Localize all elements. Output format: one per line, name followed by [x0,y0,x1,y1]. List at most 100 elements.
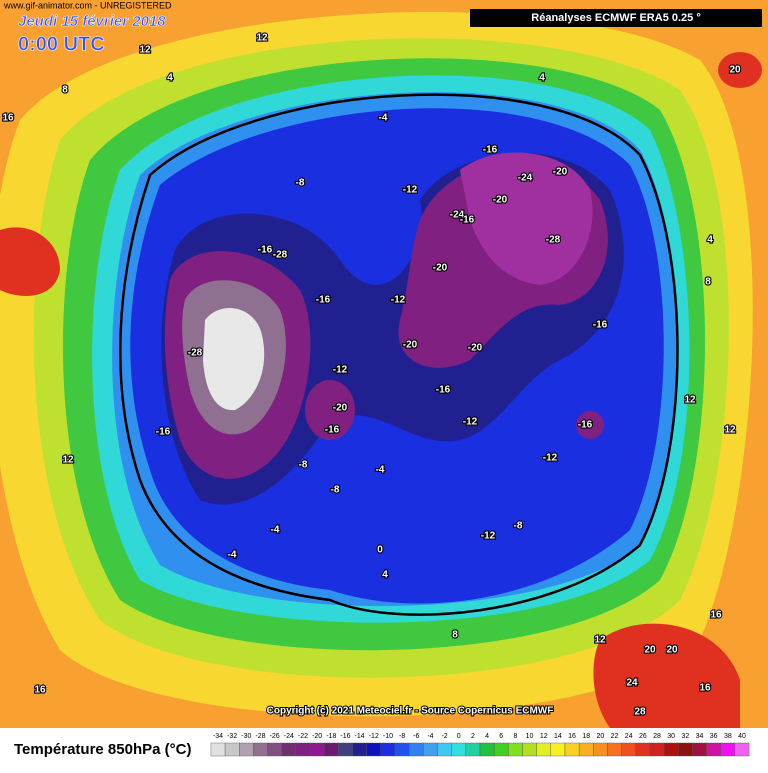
time-label: 0:00 UTC [18,33,105,55]
colorbar-swatch [210,742,226,757]
colorbar-swatch [451,742,467,757]
contour-label: -12 [391,295,406,306]
colorbar-tick-label: 34 [696,733,704,740]
colorbar-swatch [720,742,736,757]
colorbar-tick-label: -14 [355,733,365,740]
colorbar-swatch [493,742,509,757]
colorbar-tick-label: -26 [270,733,280,740]
colorbar-swatch [408,742,424,757]
colorbar-swatch [692,742,707,757]
colorbar-tick-label: 30 [667,733,675,740]
contour-label: 8 [62,85,68,96]
colorbar-swatch [508,742,523,757]
colorbar-tick-label: 24 [625,733,633,740]
contour-label: 16 [2,113,14,124]
colorbar-tick-label: -10 [383,733,393,740]
contour-label: -4 [379,113,388,124]
contour-label: 12 [594,635,606,646]
colorbar-swatch [324,742,339,757]
colorbar-tick-label: 16 [568,733,576,740]
colorbar-tick-label: 14 [554,733,562,740]
contour-label: 16 [34,685,46,696]
contour-label: -16 [483,145,498,156]
contour-label: -8 [296,178,305,189]
colorbar-tick-label: -32 [227,733,237,740]
colorbar-tick-label: -30 [241,733,251,740]
colorbar-swatch [394,742,410,757]
colorbar-tick-label: -34 [213,733,223,740]
contour-label: -12 [403,185,418,196]
contour-label: -20 [493,195,508,206]
colorbar-swatch [649,742,665,757]
contour-label: -20 [553,167,568,178]
contour-label: 24 [626,678,638,689]
colorbar-swatch [578,742,594,757]
colorbar-swatch [564,742,580,757]
contour-label: -20 [468,343,483,354]
contour-label: -12 [463,417,478,428]
colorbar-swatch [593,742,608,757]
contour-label: 12 [139,45,151,56]
colorbar-tick-label: 18 [582,733,590,740]
contour-label: -28 [188,348,203,359]
colorbar-swatch [663,742,679,757]
contour-label: 12 [62,455,74,466]
colorbar-swatch [678,742,693,757]
colorbar-swatch [734,742,750,757]
colorbar-swatch [479,742,495,757]
contour-label: -28 [273,250,288,261]
contour-label: -8 [514,521,523,532]
colorbar-swatch [465,742,481,757]
colorbar-swatch [366,742,382,757]
colorbar-tick-label: 22 [611,733,619,740]
white-core [203,308,265,411]
contour-label: -8 [299,460,308,471]
contour-label: 16 [710,610,722,621]
contour-label: 28 [634,707,646,718]
colorbar-tick-label: 20 [596,733,604,740]
contour-label: -16 [460,215,475,226]
colorbar-tick-label: -4 [427,733,433,740]
contour-label: -24 [450,210,465,221]
legend-title: Température 850hPa (°C) [14,741,191,758]
contour-label: -20 [333,403,348,414]
colorbar: -34 -32 -30 -28 -26 -24 -22 -20 -18 -16 -14 -12 -10-… [210,733,750,757]
colorbar-swatch [706,742,721,757]
colorbar-tick-label: -2 [441,733,447,740]
colorbar-tick-label: -6 [413,733,419,740]
zero-isotherm [119,93,679,616]
contour-label: -28 [546,235,561,246]
contour-label: -16 [258,245,273,256]
colorbar-swatch [635,742,651,757]
colorbar-tick-label: -24 [284,733,294,740]
contour-label: 20 [729,65,741,76]
contour-label: -12 [481,531,496,542]
magenta-east [460,152,593,285]
warm-south [593,623,740,728]
contour-label: -20 [433,263,448,274]
colorbar-swatch [522,742,537,757]
colorbar-swatch [536,742,552,757]
contour-label: -20 [403,340,418,351]
colorbar-swatch [380,742,396,757]
contour-label: -8 [331,485,340,496]
contour-label: 4 [707,235,713,246]
colorbar-tick-label: 10 [526,733,534,740]
source-label: Réanalyses ECMWF ERA5 0.25 ° [531,12,700,24]
colorbar-tick-label: 6 [499,733,503,740]
colorbar-tick-label: -16 [340,733,350,740]
colorbar-tick-label: 12 [540,733,548,740]
colorbar-swatch [338,742,353,757]
colorbar-swatch [550,742,566,757]
copyright: Copyright (c) 2021 Meteociel.fr - Source… [267,706,554,717]
colorbar-swatch [295,742,311,757]
contour-label: 12 [684,395,696,406]
source-box [470,9,762,27]
colorbar-tick-label: 8 [513,733,517,740]
colorbar-swatch [253,742,268,757]
colorbar-tick-label: 26 [639,733,647,740]
contour-label: 8 [452,630,458,641]
